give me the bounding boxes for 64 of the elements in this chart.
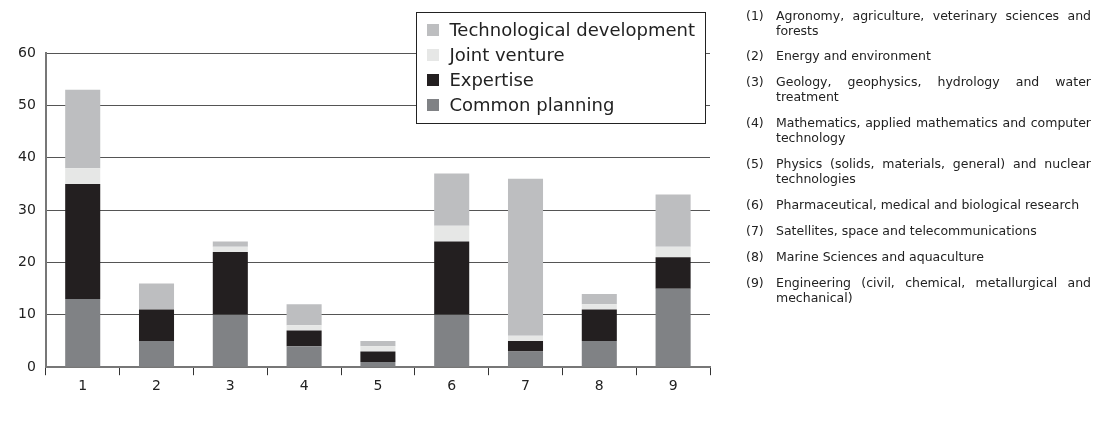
text: (3) Geology, geophysics, hydrology and water treatment: [746, 74, 1091, 104]
bar: [507, 335, 544, 342]
text: (2) Energy and environment: [746, 48, 931, 63]
bar: [360, 351, 396, 362]
bar: [581, 304, 617, 310]
x-tick-label: 5: [373, 377, 383, 394]
text: (8) Marine Sciences and aquaculture: [746, 249, 984, 264]
bar: [434, 173, 470, 226]
bar: [360, 361, 396, 367]
bar: [434, 241, 470, 315]
x-tick-label: 6: [447, 377, 457, 394]
y-tick-label: 40: [17, 148, 36, 165]
bar: [138, 283, 175, 310]
legend-label: Technological development: [449, 18, 695, 42]
bar: [581, 341, 617, 367]
bar: [138, 341, 175, 367]
text: (6) Pharmaceutical, medical and biological research: [746, 197, 1080, 212]
x-tick-label: 4: [299, 377, 309, 394]
text: (4) Mathematics, applied mathematics and computer technology: [746, 115, 1091, 145]
bar: [65, 168, 101, 184]
bar: [507, 341, 544, 352]
bar: [212, 241, 248, 247]
x-tick-label: 9: [668, 377, 678, 394]
text: (1) Agronomy, agriculture, veterinary sciences and forests: [746, 8, 1091, 38]
bar: [286, 330, 322, 347]
legend-label: Common planning: [449, 93, 615, 117]
legend-label: Joint venture: [449, 43, 565, 67]
bar: [286, 304, 322, 326]
x-tick-label: 2: [152, 377, 161, 394]
bar: [212, 246, 248, 252]
text: (5) Physics (solids, materials, general) and nuclear technologies: [746, 156, 1091, 186]
y-tick-label: 60: [17, 43, 36, 60]
bar: [212, 251, 248, 315]
bar: [655, 257, 691, 289]
bar: [360, 346, 396, 352]
x-tick-label: 1: [78, 377, 88, 394]
bar: [655, 246, 691, 258]
y-tick-label: 30: [17, 200, 36, 217]
bar: [581, 293, 617, 305]
legend-label: Expertise: [449, 68, 534, 92]
bar: [434, 225, 470, 242]
y-tick-label: 20: [17, 253, 36, 270]
bar: [65, 183, 101, 300]
bar: [212, 314, 248, 367]
bar: [138, 309, 175, 342]
y-tick-label: 10: [17, 305, 36, 322]
bar: [507, 178, 544, 336]
bar: [286, 325, 322, 331]
x-tick-label: 8: [594, 377, 604, 394]
x-tick-label: 7: [521, 377, 530, 394]
text: (7) Satellites, space and telecommunications: [746, 223, 1037, 238]
bar: [434, 314, 470, 367]
bar: [507, 351, 544, 367]
bar: [360, 341, 396, 347]
bar: [286, 346, 322, 367]
bar: [65, 299, 101, 367]
text: (9) Engineering (civil, chemical, metallurgical and mechanical): [746, 275, 1091, 305]
bar: [65, 89, 101, 169]
bar: [581, 309, 617, 342]
x-tick-label: 3: [225, 377, 235, 394]
bar: [655, 288, 691, 367]
bar: [655, 194, 691, 247]
y-tick-label: 0: [26, 357, 36, 374]
y-tick-label: 50: [17, 96, 36, 113]
